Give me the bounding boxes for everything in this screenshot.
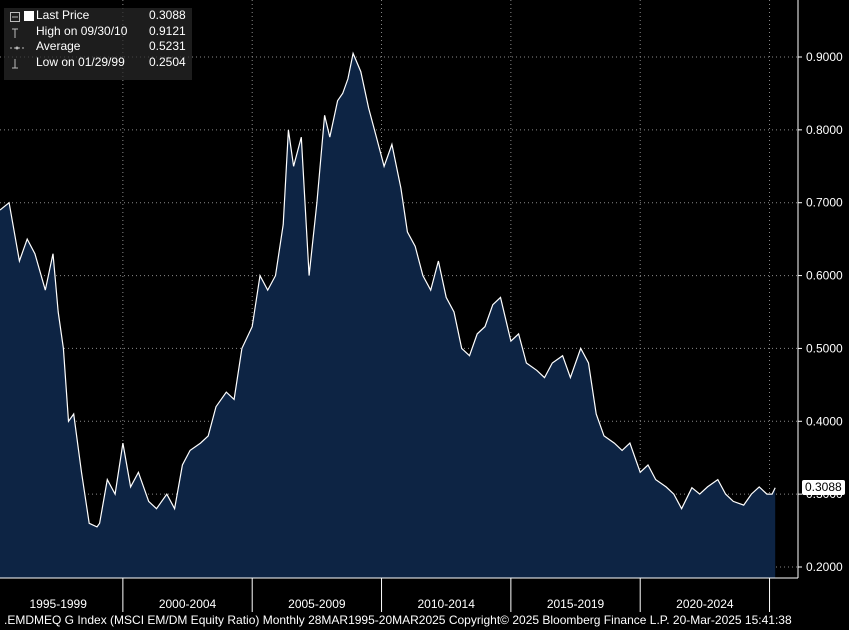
- y-tick-label: 0.4000: [806, 414, 843, 428]
- collapse-icon[interactable]: [10, 11, 20, 22]
- y-tick-label: 0.9000: [806, 50, 843, 64]
- price-line: [0, 51, 776, 528]
- legend-row-last-price: Last Price 0.3088: [4, 8, 192, 24]
- x-period-label: 1995-1999: [30, 597, 88, 611]
- x-period-label: 2010-2014: [418, 597, 476, 611]
- average-marker-icon: [10, 42, 24, 52]
- legend-label: Average: [36, 39, 81, 53]
- last-value-tag: 0.3088: [802, 479, 845, 495]
- legend-value: 0.3088: [149, 8, 186, 22]
- legend-value: 0.5231: [149, 39, 186, 53]
- x-period-label: 2000-2004: [159, 597, 217, 611]
- x-period-label: 2015-2019: [547, 597, 605, 611]
- y-tick-label: 0.5000: [806, 341, 843, 355]
- high-marker-icon: [10, 27, 20, 38]
- x-axis: 1995-1999 2000-2004 2005-2009 2010-2014 2015…: [0, 577, 798, 612]
- low-marker-icon: [10, 58, 20, 68]
- legend-value: 0.2504: [149, 54, 186, 69]
- legend-row-average: Average 0.5231: [4, 39, 192, 55]
- legend-label: High on 09/30/10: [36, 23, 128, 38]
- legend-label: Low on 01/29/99: [36, 54, 125, 69]
- legend-label: Last Price: [36, 8, 90, 22]
- legend-value: 0.9121: [149, 23, 186, 38]
- legend-row-high: High on 09/30/10 0.9121: [4, 24, 192, 40]
- y-tick-label: 0.7000: [806, 196, 843, 210]
- y-tick-label: 0.2000: [806, 560, 843, 574]
- legend: Last Price 0.3088 High on 09/30/10 0.912…: [4, 8, 192, 80]
- x-period-label: 2005-2009: [288, 597, 346, 611]
- y-tick-label: 0.8000: [806, 123, 843, 137]
- legend-swatch: [24, 11, 34, 21]
- x-period-label: 2020-2024: [676, 597, 734, 611]
- footer-caption: .EMDMEQ G Index (MSCI EM/DM Equity Ratio…: [4, 613, 792, 627]
- legend-row-low: Low on 01/29/99 0.2504: [4, 55, 192, 71]
- y-tick-label: 0.6000: [806, 269, 843, 283]
- price-area: [0, 53, 776, 578]
